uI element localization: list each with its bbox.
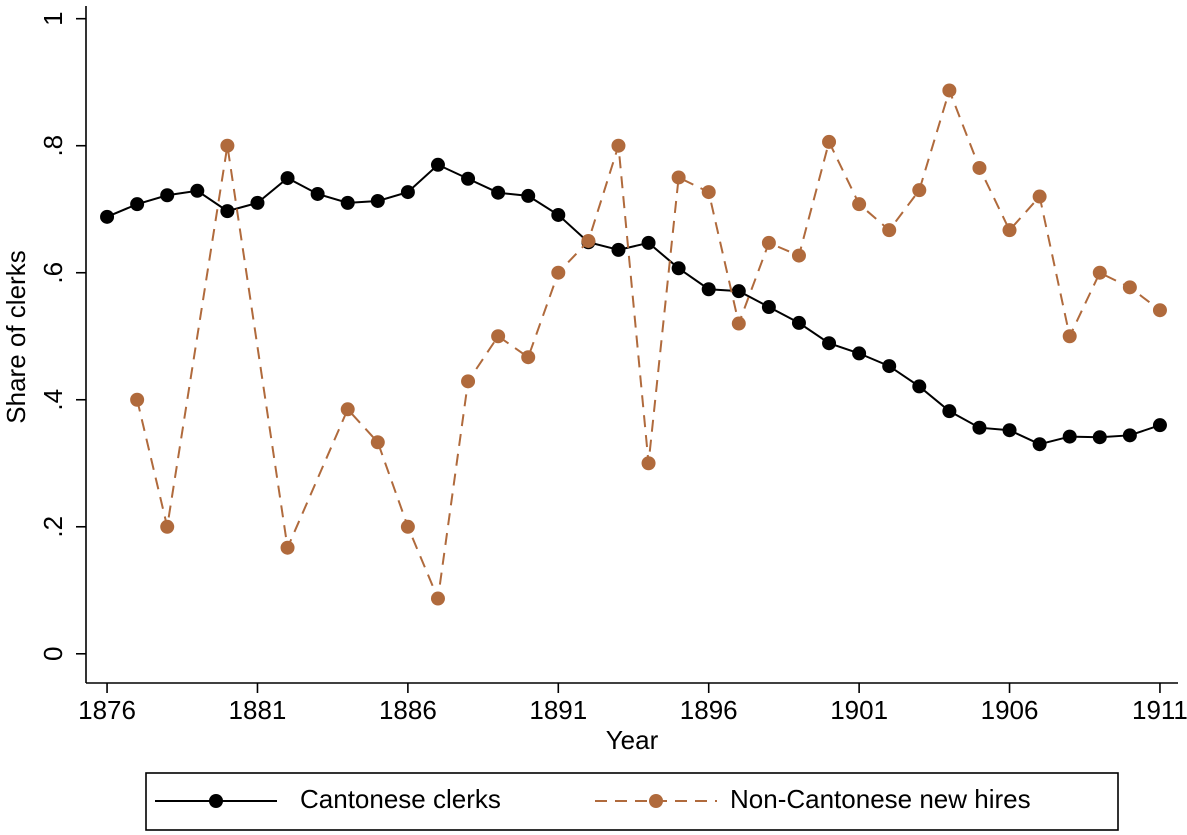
data-point — [1122, 280, 1137, 295]
data-point — [882, 359, 897, 374]
data-point — [882, 223, 897, 238]
data-point — [551, 265, 566, 280]
data-point — [160, 519, 175, 534]
x-tick-label: 1876 — [78, 695, 136, 725]
data-point — [1002, 223, 1017, 238]
data-point — [340, 402, 355, 417]
data-point — [912, 379, 927, 394]
data-point — [280, 171, 295, 186]
y-axis-title: Share of clerks — [1, 250, 31, 423]
data-point — [852, 197, 867, 212]
data-point — [611, 242, 626, 257]
data-point — [461, 374, 476, 389]
data-point — [731, 284, 746, 299]
data-point — [310, 186, 325, 201]
data-point — [370, 435, 385, 450]
x-axis-title: Year — [606, 725, 659, 755]
x-tick-label: 1881 — [229, 695, 287, 725]
data-point — [1122, 428, 1137, 443]
y-tick-label: .2 — [38, 516, 68, 538]
data-point — [641, 456, 656, 471]
data-point — [370, 193, 385, 208]
data-point — [100, 209, 115, 224]
data-point — [461, 171, 476, 186]
data-point — [1092, 430, 1107, 445]
x-tick-label: 1891 — [529, 695, 587, 725]
data-point — [280, 540, 295, 555]
legend-label: Cantonese clerks — [300, 784, 501, 814]
data-point — [491, 185, 506, 200]
data-point — [250, 195, 265, 210]
data-point — [521, 350, 536, 365]
data-point — [822, 134, 837, 149]
data-point — [1002, 423, 1017, 438]
data-point — [1032, 189, 1047, 204]
x-tick-label: 1906 — [981, 695, 1039, 725]
data-point — [1062, 429, 1077, 444]
data-point — [701, 185, 716, 200]
legend-box — [145, 772, 1119, 831]
data-point — [942, 83, 957, 98]
data-point — [701, 282, 716, 297]
data-point — [791, 315, 806, 330]
data-point — [852, 346, 867, 361]
data-point — [761, 235, 776, 250]
data-point — [400, 519, 415, 534]
data-point — [1032, 437, 1047, 452]
data-point — [942, 404, 957, 419]
data-point — [671, 170, 686, 185]
data-point — [400, 185, 415, 200]
y-tick-label: 1 — [38, 11, 68, 25]
data-point — [1062, 329, 1077, 344]
data-point — [430, 591, 445, 606]
data-point — [1152, 303, 1167, 318]
series-line — [136, 87, 1161, 603]
data-point — [220, 138, 235, 153]
y-tick-label: .6 — [38, 262, 68, 284]
data-point — [1092, 265, 1107, 280]
data-point — [671, 261, 686, 276]
data-point — [190, 183, 205, 198]
data-point — [761, 300, 776, 315]
data-point — [731, 316, 746, 331]
data-point — [972, 160, 987, 175]
data-point — [641, 235, 656, 250]
data-point — [130, 392, 145, 407]
y-tick-label: .8 — [38, 135, 68, 157]
data-point — [220, 204, 235, 219]
data-point — [340, 195, 355, 210]
x-tick-label: 1886 — [379, 695, 437, 725]
data-point — [1152, 418, 1167, 433]
data-point — [972, 420, 987, 435]
data-point — [521, 188, 536, 203]
y-tick-label: 0 — [38, 647, 68, 661]
x-tick-label: 1901 — [830, 695, 888, 725]
data-point — [581, 233, 596, 248]
legend-marker — [209, 794, 223, 808]
legend-label: Non-Cantonese new hires — [730, 784, 1031, 814]
y-tick-label: .4 — [38, 389, 68, 411]
legend-marker — [649, 794, 663, 808]
x-tick-label: 1911 — [1132, 695, 1187, 725]
x-tick-label: 1896 — [680, 695, 738, 725]
data-point — [130, 197, 145, 212]
data-point — [551, 207, 566, 222]
data-point — [430, 157, 445, 172]
data-point — [491, 329, 506, 344]
data-point — [160, 188, 175, 203]
data-point — [822, 336, 837, 351]
data-point — [611, 138, 626, 153]
data-point — [791, 248, 806, 263]
data-point — [912, 183, 927, 198]
